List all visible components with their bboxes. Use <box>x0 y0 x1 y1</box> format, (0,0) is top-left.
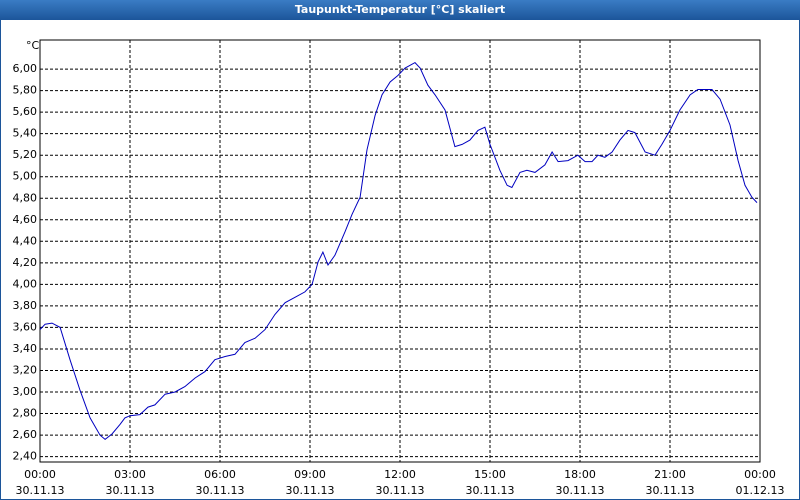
y-tick-label: 4,40 <box>13 234 38 247</box>
x-tick-label: 00:00 <box>744 468 776 481</box>
x-tick-label: 15:00 <box>474 468 506 481</box>
x-tick-label: 03:00 <box>114 468 146 481</box>
x-tick-label: 18:00 <box>564 468 596 481</box>
x-tick-label: 06:00 <box>204 468 236 481</box>
x-tick-date: 30.11.13 <box>556 484 605 497</box>
title-bar <box>0 0 800 20</box>
y-tick-label: 5,80 <box>13 84 38 97</box>
y-tick-label: 3,60 <box>13 320 38 333</box>
x-tick-date: 30.11.13 <box>196 484 245 497</box>
y-tick-label: 3,40 <box>13 342 38 355</box>
x-tick-date: 30.11.13 <box>376 484 425 497</box>
x-tick-date: 30.11.13 <box>106 484 155 497</box>
chart-title: Taupunkt-Temperatur [°C] skaliert <box>295 3 505 16</box>
plot-frame <box>39 39 761 463</box>
x-tick-date: 30.11.13 <box>16 484 65 497</box>
x-tick-date: 01.12.13 <box>736 484 785 497</box>
y-tick-label: 3,80 <box>13 299 38 312</box>
y-tick-label: 5,00 <box>13 170 38 183</box>
y-tick-label: 2,60 <box>13 428 38 441</box>
y-tick-label: 5,40 <box>13 127 38 140</box>
x-tick-date: 30.11.13 <box>466 484 515 497</box>
x-tick-label: 09:00 <box>294 468 326 481</box>
y-tick-label: 6,00 <box>13 62 38 75</box>
y-tick-label: 4,60 <box>13 213 38 226</box>
y-tick-label: 4,80 <box>13 191 38 204</box>
y-tick-label: 3,00 <box>13 385 38 398</box>
x-tick-label: 12:00 <box>384 468 416 481</box>
x-tick-label: 00:00 <box>24 468 56 481</box>
y-tick-label: 2,40 <box>13 450 38 463</box>
y-tick-label: 4,20 <box>13 256 38 269</box>
y-tick-label: 5,20 <box>13 148 38 161</box>
y-tick-label: 4,00 <box>13 277 38 290</box>
x-tick-label: 21:00 <box>654 468 686 481</box>
x-tick-date: 30.11.13 <box>646 484 695 497</box>
y-tick-label: 3,20 <box>13 363 38 376</box>
y-axis-label: °C <box>26 39 40 52</box>
x-tick-date: 30.11.13 <box>286 484 335 497</box>
y-tick-label: 2,80 <box>13 407 38 420</box>
line-series <box>39 61 758 441</box>
y-tick-label: 5,60 <box>13 105 38 118</box>
